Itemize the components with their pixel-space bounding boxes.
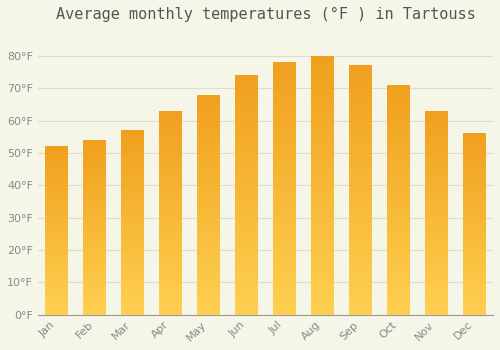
Title: Average monthly temperatures (°F ) in Tartouss: Average monthly temperatures (°F ) in Ta… — [56, 7, 476, 22]
